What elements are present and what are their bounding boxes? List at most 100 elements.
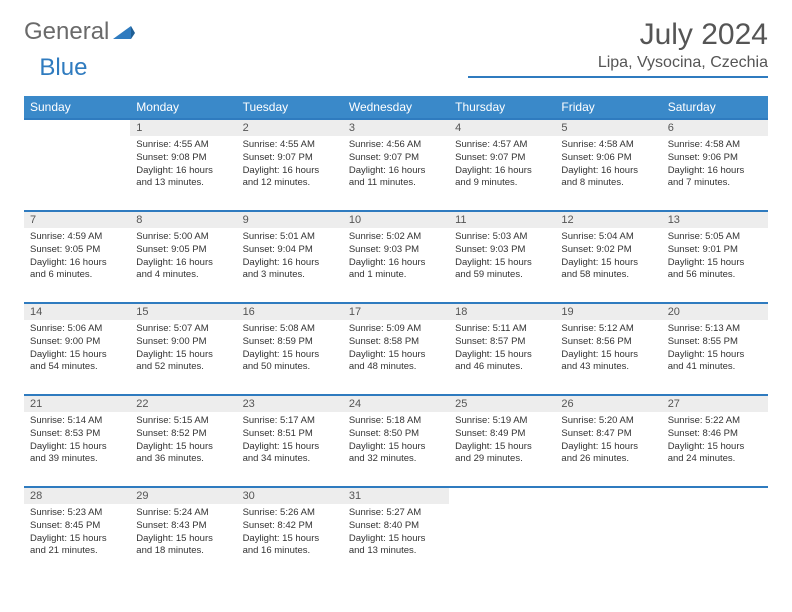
- calendar-row: 21Sunrise: 5:14 AMSunset: 8:53 PMDayligh…: [24, 395, 768, 487]
- day-info: Sunrise: 5:13 AMSunset: 8:55 PMDaylight:…: [662, 320, 768, 378]
- day-number: 16: [237, 304, 343, 320]
- calendar-cell: 24Sunrise: 5:18 AMSunset: 8:50 PMDayligh…: [343, 395, 449, 487]
- month-title: July 2024: [468, 18, 768, 52]
- calendar-cell: 21Sunrise: 5:14 AMSunset: 8:53 PMDayligh…: [24, 395, 130, 487]
- calendar-cell: [449, 487, 555, 579]
- day-info: Sunrise: 5:26 AMSunset: 8:42 PMDaylight:…: [237, 504, 343, 562]
- weekday-header: Saturday: [662, 96, 768, 119]
- calendar-cell: 10Sunrise: 5:02 AMSunset: 9:03 PMDayligh…: [343, 211, 449, 303]
- day-info: Sunrise: 4:58 AMSunset: 9:06 PMDaylight:…: [662, 136, 768, 194]
- day-number: 28: [24, 488, 130, 504]
- day-number: 23: [237, 396, 343, 412]
- day-number: 29: [130, 488, 236, 504]
- day-number: 2: [237, 120, 343, 136]
- day-info: Sunrise: 5:15 AMSunset: 8:52 PMDaylight:…: [130, 412, 236, 470]
- brand-logo: General: [24, 18, 137, 46]
- day-info: Sunrise: 5:20 AMSunset: 8:47 PMDaylight:…: [555, 412, 661, 470]
- day-number: 3: [343, 120, 449, 136]
- calendar-cell: 6Sunrise: 4:58 AMSunset: 9:06 PMDaylight…: [662, 119, 768, 211]
- calendar-cell: 27Sunrise: 5:22 AMSunset: 8:46 PMDayligh…: [662, 395, 768, 487]
- day-number: 22: [130, 396, 236, 412]
- day-info: Sunrise: 5:02 AMSunset: 9:03 PMDaylight:…: [343, 228, 449, 286]
- day-number: 4: [449, 120, 555, 136]
- calendar-cell: 12Sunrise: 5:04 AMSunset: 9:02 PMDayligh…: [555, 211, 661, 303]
- day-number: 9: [237, 212, 343, 228]
- day-info: Sunrise: 5:04 AMSunset: 9:02 PMDaylight:…: [555, 228, 661, 286]
- calendar-cell: 13Sunrise: 5:05 AMSunset: 9:01 PMDayligh…: [662, 211, 768, 303]
- calendar-cell: 8Sunrise: 5:00 AMSunset: 9:05 PMDaylight…: [130, 211, 236, 303]
- day-info: Sunrise: 5:00 AMSunset: 9:05 PMDaylight:…: [130, 228, 236, 286]
- day-info: Sunrise: 5:17 AMSunset: 8:51 PMDaylight:…: [237, 412, 343, 470]
- day-info: Sunrise: 5:07 AMSunset: 9:00 PMDaylight:…: [130, 320, 236, 378]
- day-info: Sunrise: 4:57 AMSunset: 9:07 PMDaylight:…: [449, 136, 555, 194]
- day-number: 10: [343, 212, 449, 228]
- day-number: 5: [555, 120, 661, 136]
- calendar-table: Sunday Monday Tuesday Wednesday Thursday…: [24, 96, 768, 579]
- day-number: 30: [237, 488, 343, 504]
- calendar-cell: 20Sunrise: 5:13 AMSunset: 8:55 PMDayligh…: [662, 303, 768, 395]
- calendar-cell: 19Sunrise: 5:12 AMSunset: 8:56 PMDayligh…: [555, 303, 661, 395]
- day-info: Sunrise: 5:08 AMSunset: 8:59 PMDaylight:…: [237, 320, 343, 378]
- day-number: 31: [343, 488, 449, 504]
- day-number: 25: [449, 396, 555, 412]
- day-info: Sunrise: 5:18 AMSunset: 8:50 PMDaylight:…: [343, 412, 449, 470]
- calendar-cell: 7Sunrise: 4:59 AMSunset: 9:05 PMDaylight…: [24, 211, 130, 303]
- day-number: 20: [662, 304, 768, 320]
- day-number: 12: [555, 212, 661, 228]
- day-number: 8: [130, 212, 236, 228]
- weekday-header: Monday: [130, 96, 236, 119]
- weekday-header: Sunday: [24, 96, 130, 119]
- calendar-cell: 11Sunrise: 5:03 AMSunset: 9:03 PMDayligh…: [449, 211, 555, 303]
- calendar-cell: 31Sunrise: 5:27 AMSunset: 8:40 PMDayligh…: [343, 487, 449, 579]
- day-info: Sunrise: 5:11 AMSunset: 8:57 PMDaylight:…: [449, 320, 555, 378]
- weekday-header-row: Sunday Monday Tuesday Wednesday Thursday…: [24, 96, 768, 119]
- calendar-cell: 4Sunrise: 4:57 AMSunset: 9:07 PMDaylight…: [449, 119, 555, 211]
- day-info: Sunrise: 5:14 AMSunset: 8:53 PMDaylight:…: [24, 412, 130, 470]
- day-info: Sunrise: 5:03 AMSunset: 9:03 PMDaylight:…: [449, 228, 555, 286]
- day-number: 13: [662, 212, 768, 228]
- day-info: Sunrise: 5:01 AMSunset: 9:04 PMDaylight:…: [237, 228, 343, 286]
- brand-part2: Blue: [39, 54, 87, 82]
- calendar-row: 7Sunrise: 4:59 AMSunset: 9:05 PMDaylight…: [24, 211, 768, 303]
- calendar-cell: [24, 119, 130, 211]
- calendar-body: 1Sunrise: 4:55 AMSunset: 9:08 PMDaylight…: [24, 119, 768, 579]
- location-text: Lipa, Vysocina, Czechia: [468, 54, 768, 78]
- weekday-header: Tuesday: [237, 96, 343, 119]
- calendar-cell: 23Sunrise: 5:17 AMSunset: 8:51 PMDayligh…: [237, 395, 343, 487]
- day-info: Sunrise: 4:59 AMSunset: 9:05 PMDaylight:…: [24, 228, 130, 286]
- calendar-cell: 30Sunrise: 5:26 AMSunset: 8:42 PMDayligh…: [237, 487, 343, 579]
- day-info: Sunrise: 4:56 AMSunset: 9:07 PMDaylight:…: [343, 136, 449, 194]
- calendar-cell: [555, 487, 661, 579]
- day-info: Sunrise: 5:27 AMSunset: 8:40 PMDaylight:…: [343, 504, 449, 562]
- calendar-cell: 17Sunrise: 5:09 AMSunset: 8:58 PMDayligh…: [343, 303, 449, 395]
- calendar-cell: 18Sunrise: 5:11 AMSunset: 8:57 PMDayligh…: [449, 303, 555, 395]
- calendar-cell: 5Sunrise: 4:58 AMSunset: 9:06 PMDaylight…: [555, 119, 661, 211]
- brand-part1: General: [24, 18, 109, 46]
- day-number: 17: [343, 304, 449, 320]
- day-info: Sunrise: 5:23 AMSunset: 8:45 PMDaylight:…: [24, 504, 130, 562]
- day-info: Sunrise: 5:24 AMSunset: 8:43 PMDaylight:…: [130, 504, 236, 562]
- day-number: 7: [24, 212, 130, 228]
- day-info: Sunrise: 5:06 AMSunset: 9:00 PMDaylight:…: [24, 320, 130, 378]
- day-number: 11: [449, 212, 555, 228]
- day-number: 14: [24, 304, 130, 320]
- day-info: Sunrise: 4:55 AMSunset: 9:07 PMDaylight:…: [237, 136, 343, 194]
- calendar-cell: 15Sunrise: 5:07 AMSunset: 9:00 PMDayligh…: [130, 303, 236, 395]
- calendar-row: 14Sunrise: 5:06 AMSunset: 9:00 PMDayligh…: [24, 303, 768, 395]
- day-number: 26: [555, 396, 661, 412]
- weekday-header: Thursday: [449, 96, 555, 119]
- calendar-cell: 14Sunrise: 5:06 AMSunset: 9:00 PMDayligh…: [24, 303, 130, 395]
- day-info: Sunrise: 4:58 AMSunset: 9:06 PMDaylight:…: [555, 136, 661, 194]
- calendar-row: 1Sunrise: 4:55 AMSunset: 9:08 PMDaylight…: [24, 119, 768, 211]
- calendar-cell: 9Sunrise: 5:01 AMSunset: 9:04 PMDaylight…: [237, 211, 343, 303]
- calendar-cell: 3Sunrise: 4:56 AMSunset: 9:07 PMDaylight…: [343, 119, 449, 211]
- calendar-cell: 22Sunrise: 5:15 AMSunset: 8:52 PMDayligh…: [130, 395, 236, 487]
- day-number: 15: [130, 304, 236, 320]
- logo-triangle-icon: [113, 18, 135, 46]
- calendar-row: 28Sunrise: 5:23 AMSunset: 8:45 PMDayligh…: [24, 487, 768, 579]
- calendar-cell: [662, 487, 768, 579]
- calendar-cell: 26Sunrise: 5:20 AMSunset: 8:47 PMDayligh…: [555, 395, 661, 487]
- day-info: Sunrise: 5:12 AMSunset: 8:56 PMDaylight:…: [555, 320, 661, 378]
- day-info: Sunrise: 5:22 AMSunset: 8:46 PMDaylight:…: [662, 412, 768, 470]
- calendar-cell: 25Sunrise: 5:19 AMSunset: 8:49 PMDayligh…: [449, 395, 555, 487]
